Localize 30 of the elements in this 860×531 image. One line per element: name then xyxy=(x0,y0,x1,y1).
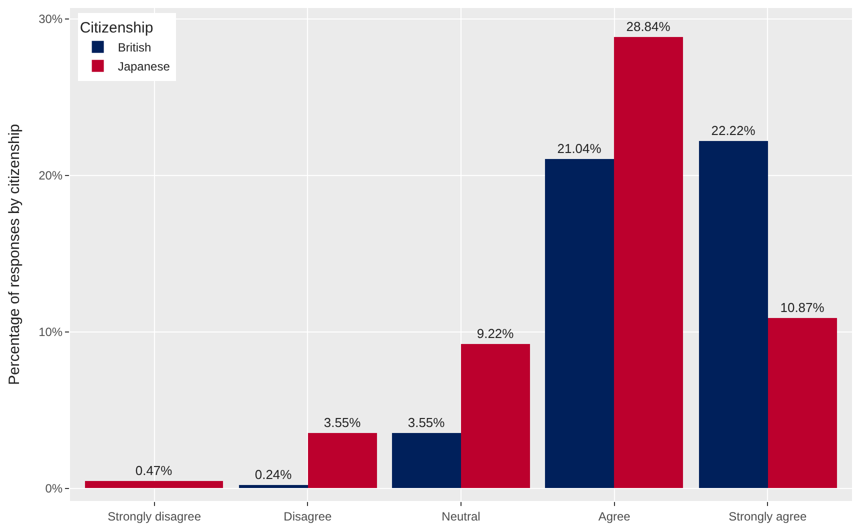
bar xyxy=(239,485,308,488)
x-tick-label: Disagree xyxy=(284,509,332,524)
x-tick-label: Strongly agree xyxy=(728,509,808,524)
y-tick-label: 30% xyxy=(38,12,63,26)
legend-label: Japanese xyxy=(118,60,170,74)
bar xyxy=(461,344,530,488)
bar xyxy=(308,433,377,488)
data-label: 3.55% xyxy=(408,415,446,430)
data-label: 0.47% xyxy=(135,463,173,478)
data-label: 3.55% xyxy=(324,415,362,430)
legend-title: Citizenship xyxy=(80,19,154,36)
y-tick-label: 10% xyxy=(38,325,63,340)
bar xyxy=(392,433,461,488)
data-label: 9.22% xyxy=(476,326,514,341)
data-label: 0.24% xyxy=(254,467,292,482)
x-tick-label: Neutral xyxy=(442,509,480,524)
y-tick-label: 0% xyxy=(45,482,63,496)
bar xyxy=(545,159,614,488)
legend-label: British xyxy=(118,40,152,55)
data-label: 10.87% xyxy=(780,300,825,315)
data-label: 22.22% xyxy=(711,123,756,138)
bar xyxy=(614,37,683,488)
y-tick-label: 20% xyxy=(38,168,63,183)
x-tick-label: Strongly disagree xyxy=(108,509,202,524)
bar xyxy=(768,318,837,488)
bar xyxy=(699,141,768,488)
data-label: 21.04% xyxy=(557,141,602,156)
x-tick-label: Agree xyxy=(598,509,631,524)
y-axis-title: Percentage of responses by citizenship xyxy=(6,124,23,385)
data-label: 28.84% xyxy=(626,19,671,34)
